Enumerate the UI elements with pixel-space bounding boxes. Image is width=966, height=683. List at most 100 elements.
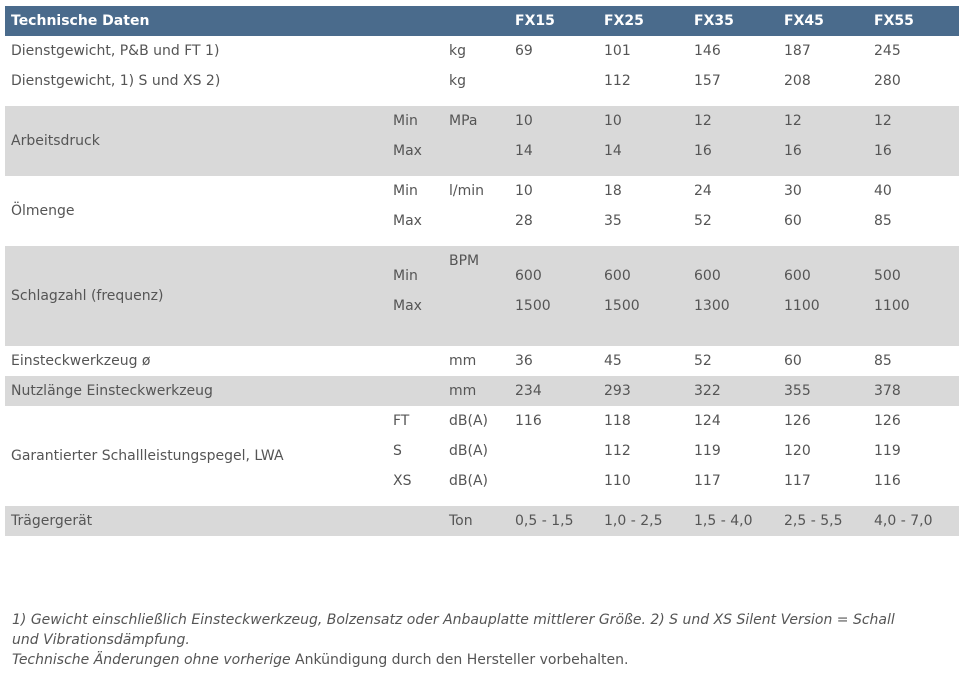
footnote-line-2: Technische Änderungen ohne vorherige Ank…: [12, 650, 912, 670]
table-row-weight-pb-ft: Dienstgewicht, P&B und FT 1) kg 69 101 1…: [5, 36, 959, 66]
value-cell: 110: [604, 473, 631, 489]
value-cell: 28: [515, 213, 533, 229]
value-cell: 10: [604, 113, 622, 129]
max-label: Max: [393, 213, 422, 229]
value-cell: 12: [694, 113, 712, 129]
value-cell: 16: [784, 143, 802, 159]
value-cell: 16: [694, 143, 712, 159]
footnote-line-1: 1) Gewicht einschließlich Einsteckwerkze…: [12, 612, 895, 648]
row-label: Schlagzahl (frequenz): [11, 288, 164, 304]
value-cell: 35: [604, 213, 622, 229]
footnote-line-2-italic: Technische Änderungen ohne vorherige: [12, 652, 291, 668]
value-cell: 0,5 - 1,5: [515, 513, 574, 529]
table-header: Technische Daten FX15 FX25 FX35 FX45 FX5…: [5, 6, 959, 36]
row-unit: MPa: [449, 113, 478, 129]
row-unit: mm: [449, 383, 477, 399]
row-unit: mm: [449, 353, 477, 369]
value-cell: 280: [874, 73, 901, 89]
variant-label: XS: [393, 473, 412, 489]
table-row-pressure: Arbeitsdruck Min Max MPa 10 10 12 12 12 …: [5, 106, 959, 176]
footnote: 1) Gewicht einschließlich Einsteckwerkze…: [12, 610, 912, 670]
value-cell: 30: [784, 183, 802, 199]
value-cell: 14: [604, 143, 622, 159]
value-cell: 69: [515, 43, 533, 59]
row-unit: Ton: [449, 513, 473, 529]
value-cell: 12: [784, 113, 802, 129]
variant-label: S: [393, 443, 402, 459]
value-cell: 600: [784, 268, 811, 284]
header-title: Technische Daten: [11, 13, 150, 29]
value-cell: 14: [515, 143, 533, 159]
max-label: Max: [393, 298, 422, 314]
row-label: Arbeitsdruck: [11, 133, 100, 149]
value-cell: 245: [874, 43, 901, 59]
value-cell: 1100: [784, 298, 820, 314]
value-cell: 322: [694, 383, 721, 399]
value-cell: 124: [694, 413, 721, 429]
value-cell: 52: [694, 213, 712, 229]
table-row-oil-flow: Ölmenge Min Max l/min 10 18 24 30 40 28 …: [5, 176, 959, 246]
value-cell: 157: [694, 73, 721, 89]
value-cell: 118: [604, 413, 631, 429]
max-label: Max: [393, 143, 422, 159]
row-unit: dB(A): [449, 473, 488, 489]
value-cell: 146: [694, 43, 721, 59]
value-cell: 119: [874, 443, 901, 459]
value-cell: 1,5 - 4,0: [694, 513, 753, 529]
row-label: Dienstgewicht, P&B und FT 1): [11, 43, 220, 59]
table-row-carrier: Trägergerät Ton 0,5 - 1,5 1,0 - 2,5 1,5 …: [5, 506, 959, 536]
value-cell: 112: [604, 443, 631, 459]
value-cell: 18: [604, 183, 622, 199]
table-row-tool-diameter: Einsteckwerkzeug ø mm 36 45 52 60 85: [5, 346, 959, 376]
header-model: FX45: [784, 13, 824, 29]
value-cell: 10: [515, 113, 533, 129]
value-cell: 1,0 - 2,5: [604, 513, 663, 529]
value-cell: 119: [694, 443, 721, 459]
value-cell: 12: [874, 113, 892, 129]
value-cell: 378: [874, 383, 901, 399]
header-model: FX15: [515, 13, 555, 29]
value-cell: 60: [784, 353, 802, 369]
row-unit: l/min: [449, 183, 485, 199]
value-cell: 126: [874, 413, 901, 429]
value-cell: 116: [874, 473, 901, 489]
value-cell: 500: [874, 268, 901, 284]
row-label: Ölmenge: [11, 203, 75, 219]
value-cell: 355: [784, 383, 811, 399]
row-unit: BPM: [449, 253, 480, 269]
header-model: FX25: [604, 13, 644, 29]
row-unit: dB(A): [449, 443, 488, 459]
value-cell: 85: [874, 353, 892, 369]
value-cell: 112: [604, 73, 631, 89]
value-cell: 120: [784, 443, 811, 459]
value-cell: 1500: [515, 298, 551, 314]
value-cell: 10: [515, 183, 533, 199]
value-cell: 293: [604, 383, 631, 399]
value-cell: 117: [784, 473, 811, 489]
row-unit: dB(A): [449, 413, 488, 429]
value-cell: 600: [515, 268, 542, 284]
row-label: Garantierter Schallleistungspegel, LWA: [11, 448, 284, 464]
table-row-weight-s-xs: Dienstgewicht, 1) S und XS 2) kg 112 157…: [5, 66, 959, 106]
value-cell: 208: [784, 73, 811, 89]
value-cell: 85: [874, 213, 892, 229]
min-label: Min: [393, 268, 418, 284]
value-cell: 187: [784, 43, 811, 59]
value-cell: 1300: [694, 298, 730, 314]
value-cell: 45: [604, 353, 622, 369]
value-cell: 116: [515, 413, 542, 429]
value-cell: 1500: [604, 298, 640, 314]
row-unit: kg: [449, 73, 466, 89]
value-cell: 16: [874, 143, 892, 159]
min-label: Min: [393, 113, 418, 129]
min-label: Min: [393, 183, 418, 199]
footnote-line-2-rest: Ankündigung durch den Hersteller vorbeha…: [290, 652, 629, 668]
value-cell: 600: [694, 268, 721, 284]
value-cell: 117: [694, 473, 721, 489]
table-row-impact-rate: Schlagzahl (frequenz) BPM Min Max 600 60…: [5, 246, 959, 346]
value-cell: 36: [515, 353, 533, 369]
row-label: Trägergerät: [11, 513, 93, 529]
value-cell: 60: [784, 213, 802, 229]
value-cell: 600: [604, 268, 631, 284]
value-cell: 40: [874, 183, 892, 199]
